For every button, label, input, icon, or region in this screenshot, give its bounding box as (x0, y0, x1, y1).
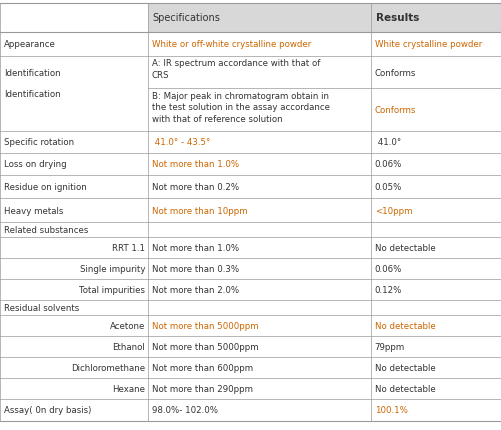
Text: No detectable: No detectable (375, 321, 435, 330)
Text: A: IR spectrum accordance with that of
CRS: A: IR spectrum accordance with that of C… (152, 59, 320, 80)
Bar (148, 4, 371, 33)
Text: Specific rotation: Specific rotation (4, 138, 74, 147)
Text: 0.06%: 0.06% (375, 160, 402, 169)
Text: Conforms: Conforms (375, 68, 416, 77)
Text: 79ppm: 79ppm (375, 342, 405, 351)
Text: 41.0°: 41.0° (375, 138, 401, 147)
Text: Dichloromethane: Dichloromethane (71, 363, 145, 372)
Text: Loss on drying: Loss on drying (4, 160, 67, 169)
Text: Assay( 0n dry basis): Assay( 0n dry basis) (4, 405, 91, 415)
Text: Related substances: Related substances (4, 225, 88, 234)
Text: Not more than 0.2%: Not more than 0.2% (152, 182, 239, 191)
Text: 100.1%: 100.1% (375, 405, 408, 415)
Bar (371, 4, 501, 33)
Text: Not more than 600ppm: Not more than 600ppm (152, 363, 253, 372)
Text: No detectable: No detectable (375, 384, 435, 393)
Text: Acetone: Acetone (110, 321, 145, 330)
Text: Not more than 290ppm: Not more than 290ppm (152, 384, 253, 393)
Text: Not more than 1.0%: Not more than 1.0% (152, 160, 239, 169)
Text: Specifications: Specifications (153, 13, 220, 23)
Text: 0.05%: 0.05% (375, 182, 402, 191)
Text: Identification: Identification (4, 89, 61, 98)
Text: Not more than 5000ppm: Not more than 5000ppm (152, 342, 259, 351)
Text: Appearance: Appearance (4, 40, 56, 49)
Text: Hexane: Hexane (112, 384, 145, 393)
Text: 41.0° - 43.5°: 41.0° - 43.5° (152, 138, 210, 147)
Text: Not more than 1.0%: Not more than 1.0% (152, 243, 239, 252)
Text: White crystalline powder: White crystalline powder (375, 40, 482, 49)
Text: B: Major peak in chromatogram obtain in
the test solution in the assay accordanc: B: Major peak in chromatogram obtain in … (152, 92, 330, 124)
Text: Residual solvents: Residual solvents (4, 303, 79, 312)
Text: No detectable: No detectable (375, 363, 435, 372)
Text: Results: Results (376, 13, 419, 23)
Text: Heavy metals: Heavy metals (4, 206, 64, 215)
Text: Conforms: Conforms (375, 106, 416, 115)
Text: Residue on ignition: Residue on ignition (4, 182, 87, 191)
Text: Not more than 5000ppm: Not more than 5000ppm (152, 321, 259, 330)
Text: Ethanol: Ethanol (113, 342, 145, 351)
Text: RRT 1.1: RRT 1.1 (112, 243, 145, 252)
Text: Identification: Identification (4, 68, 61, 77)
Text: Total impurities: Total impurities (79, 285, 145, 294)
Text: Not more than 2.0%: Not more than 2.0% (152, 285, 239, 294)
Text: Single impurity: Single impurity (80, 264, 145, 273)
Text: Not more than 10ppm: Not more than 10ppm (152, 206, 247, 215)
Text: White or off-white crystalline powder: White or off-white crystalline powder (152, 40, 311, 49)
Text: 98.0%- 102.0%: 98.0%- 102.0% (152, 405, 218, 415)
Text: 0.12%: 0.12% (375, 285, 402, 294)
Text: No detectable: No detectable (375, 243, 435, 252)
Text: 0.06%: 0.06% (375, 264, 402, 273)
Text: <10ppm: <10ppm (375, 206, 412, 215)
Text: Not more than 0.3%: Not more than 0.3% (152, 264, 239, 273)
